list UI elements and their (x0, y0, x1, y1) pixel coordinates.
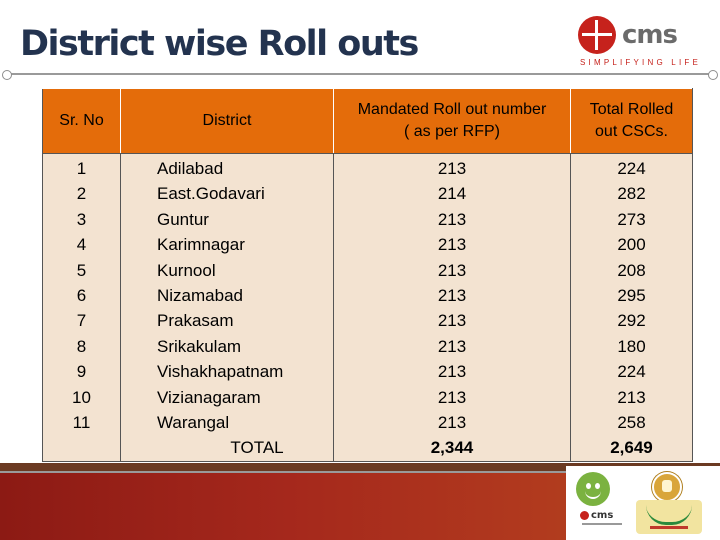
mandated-cell: 213 (333, 333, 571, 360)
mandated-cell: 213 (333, 153, 571, 182)
district-cell: Warangal (120, 410, 334, 436)
cms-mini-text: cms (591, 510, 614, 521)
header-total-line1: Total Rolled (589, 101, 674, 119)
rolled-cell: 224 (570, 153, 693, 182)
district-cell: Guntur (120, 206, 334, 233)
header-total-line2: out CSCs. (595, 123, 668, 140)
header-total-rolled: Total Rolled out CSCs. (570, 88, 693, 154)
table-row: 7 Prakasam 213 292 (42, 308, 693, 334)
mandated-cell: 213 (333, 232, 571, 258)
district-cell: Vizianagaram (120, 384, 334, 411)
rolled-cell: 295 (570, 283, 693, 309)
cms-mini-tagline (582, 523, 622, 525)
cms-logo: cms SIMPLIFYING LIFE (578, 16, 698, 70)
district-cell: Adilabad (120, 153, 334, 182)
header-mandated-line2: ( as per RFP) (403, 123, 500, 140)
cms-tagline: SIMPLIFYING LIFE (580, 58, 701, 67)
sr-no-cell: 10 (42, 384, 121, 411)
sr-no-cell: 11 (42, 410, 121, 436)
sr-no-cell: 9 (42, 359, 121, 385)
header-mandated-line1: Mandated Roll out number (357, 101, 547, 119)
rolled-cell: 258 (570, 410, 693, 436)
table-row: 10 Vizianagaram 213 213 (42, 384, 693, 411)
meeseva-logo-icon (636, 500, 702, 534)
district-cell: Kurnool (120, 257, 334, 284)
rollout-table: Sr. No District Mandated Roll out number… (42, 88, 693, 462)
sr-no-cell: 2 (42, 181, 121, 207)
table-row: 5 Kurnool 213 208 (42, 257, 693, 284)
meeseva-script-mark (646, 504, 692, 525)
district-cell: Vishakhapatnam (120, 359, 334, 385)
mandated-cell: 213 (333, 359, 571, 385)
cms-globe-icon (578, 16, 616, 54)
sr-no-cell: 8 (42, 333, 121, 360)
district-cell: East.Godavari (120, 181, 334, 207)
total-label: TOTAL (120, 435, 334, 462)
smiley-eye-right (595, 483, 600, 489)
sr-no-cell: 7 (42, 308, 121, 334)
footer-band-top (0, 463, 720, 472)
sr-no-cell: 6 (42, 283, 121, 309)
total-rolled: 2,649 (570, 435, 693, 462)
sr-no-cell: 3 (42, 206, 121, 233)
rolled-cell: 200 (570, 232, 693, 258)
mandated-cell: 213 (333, 384, 571, 411)
sr-no-cell: 1 (42, 153, 121, 182)
meeseva-subtitle-mark (650, 526, 688, 529)
district-cell: Nizamabad (120, 283, 334, 309)
rolled-cell: 213 (570, 384, 693, 411)
smiley-mouth (585, 488, 601, 499)
rolled-cell: 273 (570, 206, 693, 233)
header-district: District (120, 88, 334, 154)
table-row: 3 Guntur 213 273 (42, 206, 693, 233)
table-row: 9 Vishakhapatnam 213 224 (42, 359, 693, 385)
rolled-cell: 180 (570, 333, 693, 360)
footer-divider (0, 471, 720, 473)
rolled-cell: 224 (570, 359, 693, 385)
sr-no-cell: 4 (42, 232, 121, 258)
mandated-cell: 213 (333, 206, 571, 233)
cms-mini-globe (580, 511, 589, 520)
district-cell: Karimnagar (120, 232, 334, 258)
rolled-cell: 292 (570, 308, 693, 334)
total-sr-cell (42, 435, 121, 462)
district-cell: Prakasam (120, 308, 334, 334)
rolled-cell: 282 (570, 181, 693, 207)
smiley-icon (576, 472, 610, 506)
header-mandated: Mandated Roll out number ( as per RFP) (333, 88, 571, 154)
header-sr-no: Sr. No (42, 88, 121, 154)
table-row: 1 Adilabad 213 224 (42, 153, 693, 182)
total-row: TOTAL 2,344 2,649 (42, 435, 693, 462)
cms-mini-logo-icon: cms (580, 510, 624, 530)
table-row: 2 East.Godavari 214 282 (42, 181, 693, 207)
cms-logo-text: cms (622, 20, 678, 50)
sr-no-cell: 5 (42, 257, 121, 284)
mandated-cell: 213 (333, 410, 571, 436)
mandated-cell: 213 (333, 308, 571, 334)
table-header-row: Sr. No District Mandated Roll out number… (42, 88, 693, 154)
title-divider (2, 70, 718, 80)
mandated-cell: 214 (333, 181, 571, 207)
state-emblem-icon (652, 472, 682, 502)
slide-title: District wise Roll outs (20, 24, 419, 64)
total-mandated: 2,344 (333, 435, 571, 462)
table-row: 8 Srikakulam 213 180 (42, 333, 693, 360)
rolled-cell: 208 (570, 257, 693, 284)
table-row: 11 Warangal 213 258 (42, 410, 693, 436)
district-cell: Srikakulam (120, 333, 334, 360)
smiley-eye-left (586, 483, 591, 489)
footer-logos: cms (566, 466, 720, 540)
mandated-cell: 213 (333, 257, 571, 284)
mandated-cell: 213 (333, 283, 571, 309)
table-row: 4 Karimnagar 213 200 (42, 232, 693, 258)
table-row: 6 Nizamabad 213 295 (42, 283, 693, 309)
